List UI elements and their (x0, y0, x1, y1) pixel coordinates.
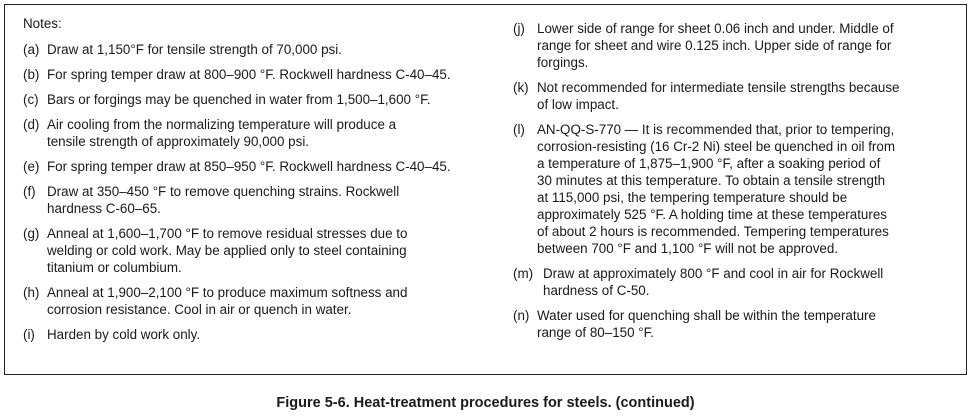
note-item: (h) Anneal at 1,900–2,100 °F to produce m… (23, 284, 493, 318)
note-item: (e) For spring temper draw at 850–950 °F.… (23, 158, 493, 175)
note-text-line: AN-QQ-S-770 — It is recommended that, pr… (537, 122, 895, 137)
note-item: (g) Anneal at 1,600–1,700 °F to remove re… (23, 225, 493, 276)
note-text-line: of about 2 hours is recommended. Temperi… (537, 224, 889, 239)
note-item: (f) Draw at 350–450 °F to remove quenchin… (23, 183, 493, 217)
note-item: (i) Harden by cold work only. (23, 326, 493, 343)
note-label: (g) (23, 226, 40, 241)
note-item: (j) Lower side of range for sheet 0.06 in… (513, 20, 963, 71)
note-label: (j) (513, 21, 525, 36)
note-label: (c) (23, 92, 39, 107)
note-label: (f) (23, 184, 36, 199)
note-text-line: of low impact. (537, 97, 619, 112)
note-item: (d) Air cooling from the normalizing temp… (23, 116, 493, 150)
note-text-line: Not recommended for intermediate tensile… (537, 80, 900, 95)
note-text-line: Harden by cold work only. (47, 327, 201, 342)
note-text-line: Draw at approximately 800 °F and cool in… (543, 266, 884, 281)
note-label: (m) (513, 266, 534, 281)
note-item: (n) Water used for quenching shall be wit… (513, 307, 963, 341)
note-label: (a) (23, 42, 40, 57)
right-notes-list: (j) Lower side of range for sheet 0.06 in… (513, 20, 963, 341)
note-text-line: welding or cold work. May be applied onl… (47, 243, 407, 258)
note-text-line: Lower side of range for sheet 0.06 inch … (537, 21, 894, 36)
note-text-line: forgings. (537, 55, 589, 70)
note-text-line: hardness of C-50. (543, 283, 650, 298)
notes-right-column: (j) Lower side of range for sheet 0.06 in… (513, 20, 963, 349)
note-label: (k) (513, 80, 529, 95)
notes-heading: Notes: (23, 16, 62, 31)
note-text-line: tensile strength of approximately 90,000… (47, 134, 310, 149)
note-label: (d) (23, 117, 40, 132)
note-text-line: corrosion resistance. Cool in air or que… (47, 302, 352, 317)
notes-left-column: Notes: (a) Draw at 1,150°F for tensile st… (23, 15, 493, 351)
note-label: (i) (23, 327, 35, 342)
note-text-line: For spring temper draw at 800–900 °F. Ro… (47, 67, 451, 82)
note-text-line: approximately 525 °F. A holding time at … (537, 207, 887, 222)
note-label: (n) (513, 308, 530, 323)
note-label: (b) (23, 67, 40, 82)
note-text-line: between 700 °F and 1,100 °F will not be … (537, 241, 839, 256)
note-text-line: For spring temper draw at 850–950 °F. Ro… (47, 159, 451, 174)
note-text-line: 30 minutes at this temperature. To obtai… (537, 173, 886, 188)
note-text-line: Air cooling from the normalizing tempera… (47, 117, 397, 132)
note-item: (b) For spring temper draw at 800–900 °F.… (23, 66, 493, 83)
note-label: (h) (23, 285, 40, 300)
note-label: (l) (513, 122, 525, 137)
note-text-line: Draw at 1,150°F for tensile strength of … (47, 42, 342, 57)
left-notes-list: (a) Draw at 1,150°F for tensile strength … (23, 41, 493, 343)
note-text-line: range of 80–150 °F. (537, 325, 655, 340)
notes-box: Notes: (a) Draw at 1,150°F for tensile st… (4, 4, 967, 375)
note-item: (c) Bars or forgings may be quenched in w… (23, 91, 493, 108)
note-text-line: hardness C-60–65. (47, 201, 161, 216)
note-item: (l) AN-QQ-S-770 — It is recommended that,… (513, 121, 963, 257)
note-text-line: Water used for quenching shall be within… (537, 308, 876, 323)
note-item: (k) Not recommended for intermediate tens… (513, 79, 963, 113)
note-item: (a) Draw at 1,150°F for tensile strength … (23, 41, 493, 58)
note-text-line: Draw at 350–450 °F to remove quenching s… (47, 184, 400, 199)
note-text-line: corrosion-resisting (16 Cr-2 Ni) steel b… (537, 139, 895, 154)
note-label: (e) (23, 159, 40, 174)
note-text-line: a temperature of 1,875–1,900 °F, after a… (537, 156, 881, 171)
note-text-line: Bars or forgings may be quenched in wate… (47, 92, 431, 107)
note-text-line: titanium or columbium. (47, 260, 182, 275)
note-text-line: Anneal at 1,900–2,100 °F to produce maxi… (47, 285, 408, 300)
note-text-line: at 115,000 psi, the tempering temperatur… (537, 190, 848, 205)
note-text-line: Anneal at 1,600–1,700 °F to remove resid… (47, 226, 408, 241)
note-item: (m) Draw at approximately 800 °F and cool… (513, 265, 963, 299)
figure-caption: Figure 5-6. Heat-treatment procedures fo… (276, 395, 695, 411)
note-text-line: range for sheet and wire 0.125 inch. Upp… (537, 38, 892, 53)
